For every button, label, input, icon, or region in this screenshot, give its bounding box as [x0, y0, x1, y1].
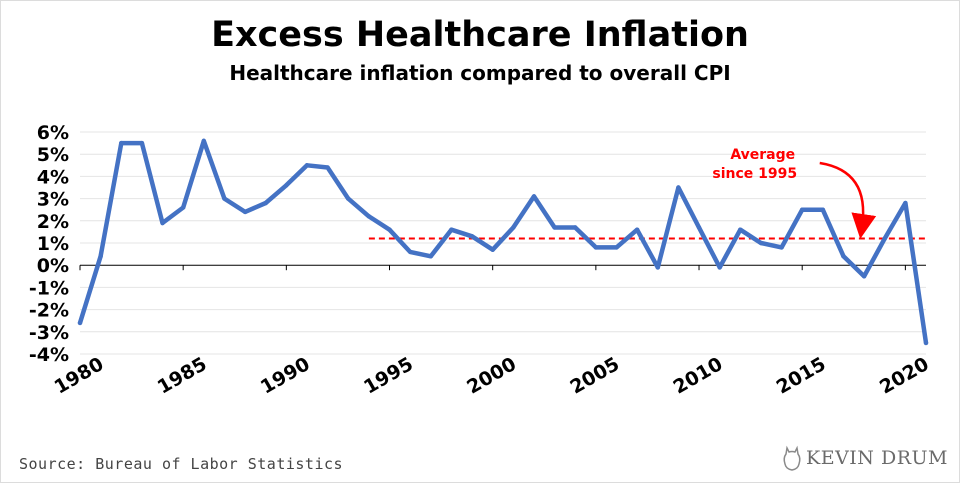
annotation-arrow [819, 161, 877, 239]
data-point [346, 196, 351, 201]
data-point [861, 274, 867, 279]
average-annotation: Average since 1995 [712, 147, 877, 239]
x-tick-label: 2020 [876, 353, 933, 398]
annotation-line-1: Average [730, 147, 795, 163]
data-point [407, 249, 413, 255]
gridlines [80, 131, 926, 355]
x-tick-label: 2015 [773, 353, 830, 398]
data-point [119, 140, 124, 146]
y-tick-label: -4% [29, 344, 69, 366]
data-point [676, 185, 681, 190]
data-point [490, 247, 495, 252]
data-point [304, 163, 310, 168]
data-point [139, 140, 145, 146]
data-point [511, 225, 516, 230]
y-tick-label: 3% [37, 189, 69, 211]
data-point [531, 194, 537, 199]
y-tick-label: 4% [37, 166, 69, 188]
x-axis-ticks [79, 265, 906, 271]
y-tick-label: 2% [37, 211, 69, 233]
data-point [201, 138, 207, 144]
data-point [841, 254, 846, 259]
source-note: Source: Bureau of Labor Statistics [19, 455, 344, 473]
x-axis-labels: 1980 1985 1990 1995 2000 2005 2010 2015 2020 [51, 353, 933, 398]
data-point [717, 265, 722, 270]
data-point [593, 245, 599, 250]
y-tick-label: 1% [37, 233, 69, 255]
y-tick-label: 0% [37, 255, 69, 277]
data-point [180, 205, 186, 210]
data-point [160, 220, 165, 226]
data-point [779, 245, 784, 250]
data-point [655, 265, 660, 270]
data-point [263, 200, 268, 206]
x-tick-label: 1990 [257, 353, 314, 398]
data-point [758, 240, 764, 246]
brand-logo-text: KEVIN DRUM [806, 447, 948, 469]
data-point [573, 225, 578, 230]
series-group [77, 138, 929, 346]
x-tick-label: 2000 [463, 353, 520, 398]
data-point [242, 209, 248, 215]
x-tick-label: 2010 [670, 353, 727, 398]
y-tick-label: -2% [29, 300, 69, 322]
data-point [222, 196, 227, 201]
y-tick-label: -1% [29, 277, 69, 299]
data-point [366, 214, 372, 219]
data-point [923, 340, 929, 346]
data-point [325, 165, 330, 170]
series-line [77, 138, 929, 346]
data-point [903, 200, 908, 206]
chart-subtitle: Healthcare inflation compared to overall… [229, 61, 731, 85]
x-tick-label: 1985 [154, 353, 211, 398]
chart-title: Excess Healthcare Inflation [211, 15, 749, 55]
data-point [449, 227, 454, 232]
data-point [738, 227, 743, 232]
y-tick-label: 6% [37, 122, 69, 144]
data-point [428, 254, 433, 259]
data-point [799, 207, 805, 212]
data-point [98, 254, 103, 259]
data-point [882, 236, 887, 241]
data-point [614, 245, 619, 250]
y-tick-label: 5% [37, 144, 69, 166]
y-tick-label: -3% [29, 322, 69, 344]
data-point [387, 227, 392, 232]
annotation-line-2: since 1995 [712, 166, 797, 182]
data-point [77, 320, 83, 326]
data-point [469, 234, 475, 239]
data-point [552, 225, 557, 230]
brand-logo: KEVIN DRUM [781, 445, 948, 471]
x-tick-label: 2005 [566, 353, 623, 398]
data-point [284, 183, 289, 188]
data-point [696, 225, 702, 230]
y-axis-labels: 6%5%4%3%2%1%0%-1%-2%-3%-4% [29, 122, 69, 366]
cat-silhouette-icon [783, 445, 801, 471]
data-point [634, 227, 640, 232]
data-point [820, 207, 826, 212]
line-chart: 6%5%4%3%2%1%0%-1%-2%-3%-4% 1980 1985 1990 1… [29, 122, 933, 399]
x-tick-label: 1995 [360, 353, 417, 398]
